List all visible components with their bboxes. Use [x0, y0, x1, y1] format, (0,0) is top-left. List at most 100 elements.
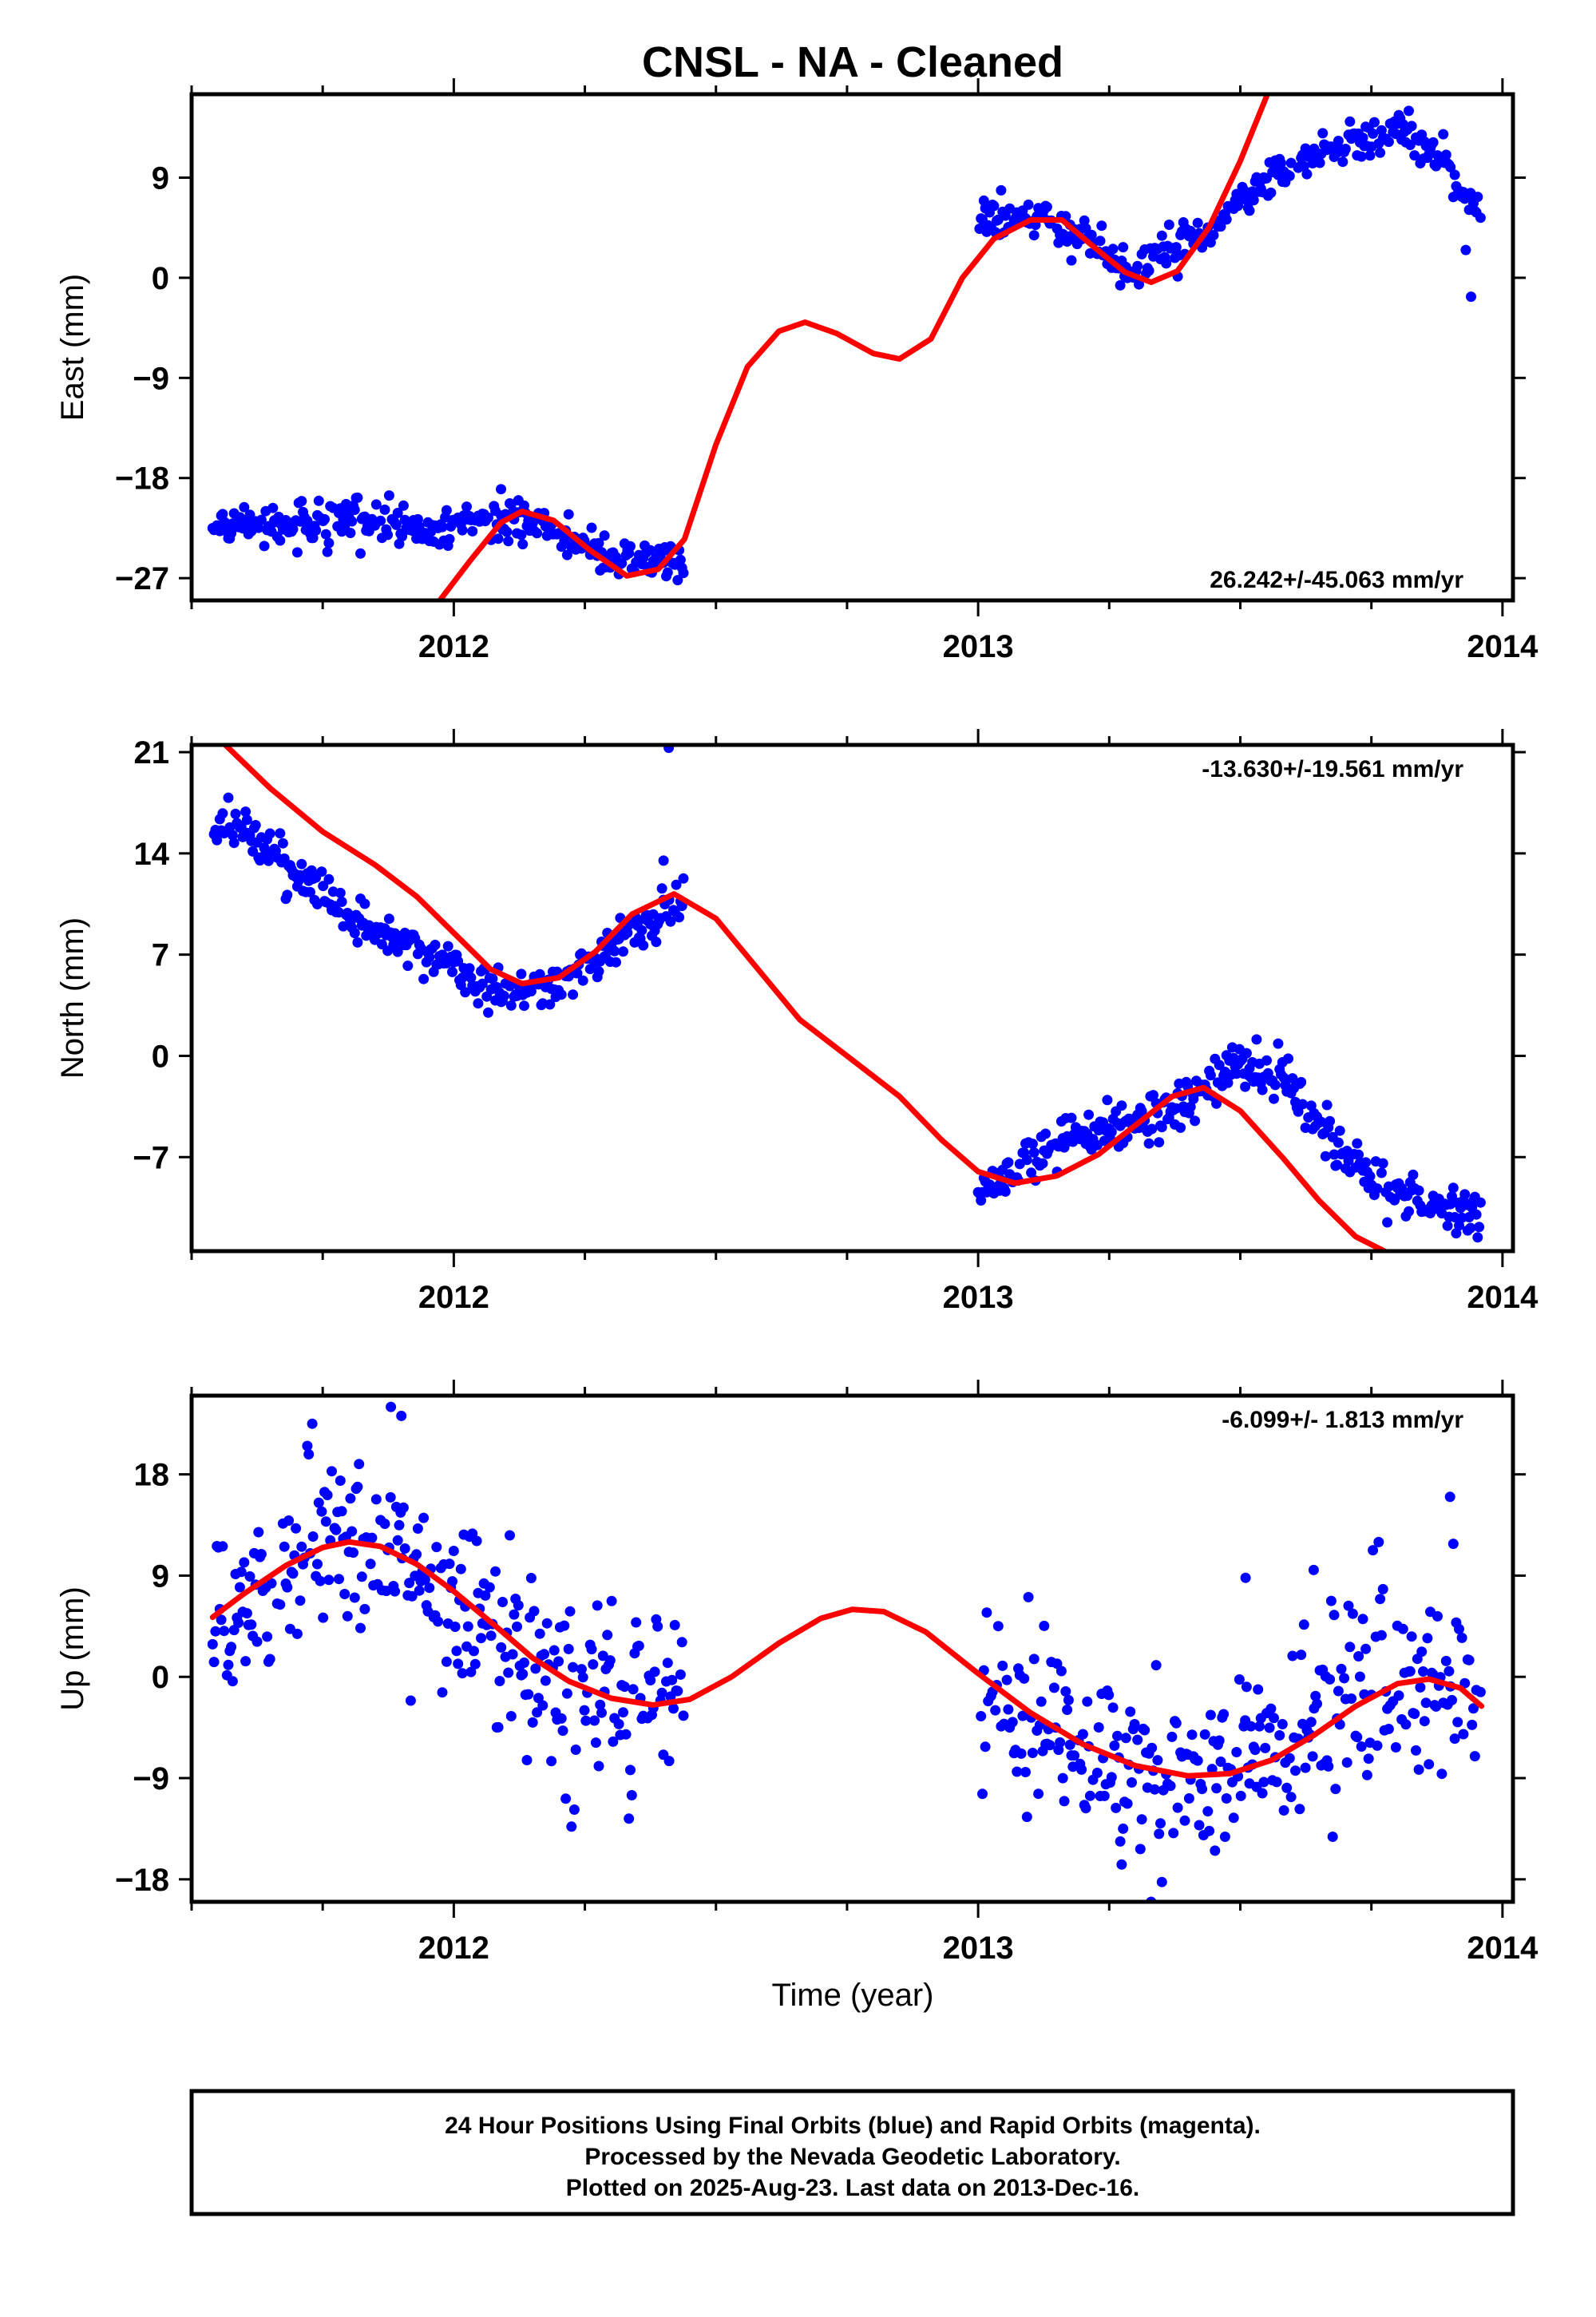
data-point: [1241, 1681, 1252, 1693]
data-point: [570, 1745, 581, 1755]
data-point: [1278, 1805, 1289, 1816]
data-point: [563, 509, 574, 520]
data-point: [424, 1582, 435, 1594]
data-point: [322, 546, 333, 557]
data-point: [534, 968, 545, 980]
data-point: [561, 1688, 572, 1699]
data-point: [1152, 1755, 1163, 1766]
data-point: [1231, 1068, 1242, 1079]
data-point: [1063, 1694, 1074, 1705]
data-point: [282, 889, 293, 901]
data-point: [563, 1643, 574, 1654]
data-point: [1356, 151, 1367, 162]
data-point: [244, 1571, 255, 1582]
data-point: [485, 1630, 497, 1642]
data-point: [1377, 1158, 1388, 1169]
data-point: [277, 838, 288, 849]
data-point: [1033, 1788, 1044, 1800]
data-point: [1257, 1788, 1268, 1799]
data-point: [316, 1506, 327, 1517]
north-rate-annotation: -13.630+/-19.561 mm/yr: [1202, 756, 1463, 782]
data-point: [1041, 201, 1052, 212]
x-tick-label: 2013: [943, 629, 1014, 664]
data-point: [487, 973, 498, 984]
data-point: [233, 1618, 244, 1628]
data-point: [1353, 1149, 1364, 1160]
data-point: [586, 1644, 597, 1655]
data-point: [1333, 136, 1344, 146]
data-point: [590, 1737, 601, 1749]
data-point-outlier: [496, 484, 506, 495]
data-point: [1091, 1768, 1103, 1778]
north-panel: −7 0 7 14 21 2012 2013 2014 North (mm) -13.630+/-…: [55, 729, 1539, 1315]
data-point: [616, 558, 628, 568]
up-points: [207, 1401, 1486, 1902]
data-point: [1376, 1167, 1387, 1178]
data-point: [559, 1620, 570, 1631]
data-point: [477, 978, 488, 989]
data-point: [441, 1656, 452, 1667]
data-point: [339, 1589, 350, 1599]
data-point: [1028, 1147, 1040, 1158]
data-point-outlier: [1240, 1572, 1251, 1583]
data-point: [331, 1524, 342, 1535]
data-point: [505, 1711, 517, 1721]
data-point: [335, 887, 346, 898]
data-point: [1136, 1814, 1147, 1825]
data-point: [625, 1764, 636, 1776]
data-point: [1059, 1796, 1070, 1807]
data-point: [483, 1007, 493, 1018]
data-point-outlier: [1460, 244, 1471, 255]
data-point: [1390, 1742, 1401, 1753]
data-point: [527, 1717, 538, 1728]
data-point: [1409, 150, 1420, 161]
data-point: [1027, 1139, 1038, 1150]
data-point: [1149, 1784, 1160, 1795]
data-point: [1424, 1759, 1435, 1770]
data-point: [291, 1523, 302, 1534]
data-point: [431, 1542, 442, 1553]
data-point: [1139, 1725, 1150, 1736]
data-point: [296, 496, 307, 507]
data-point: [473, 998, 484, 1009]
data-point: [516, 529, 527, 541]
data-point: [493, 533, 504, 545]
data-point: [437, 1687, 448, 1698]
chart-title: CNSL - NA - Cleaned: [642, 38, 1063, 86]
data-point: [379, 1519, 390, 1529]
data-point: [217, 509, 228, 520]
data-point: [1132, 1734, 1143, 1745]
data-point: [1192, 217, 1203, 228]
data-point: [291, 1628, 303, 1639]
data-point: [255, 1549, 267, 1559]
data-point: [444, 1559, 455, 1570]
data-point: [1080, 1803, 1091, 1814]
data-point: [1467, 1719, 1478, 1730]
data-point: [678, 1710, 689, 1721]
data-point: [320, 1516, 331, 1527]
data-point: [217, 808, 228, 819]
data-point: [1456, 1632, 1467, 1643]
data-point: [323, 873, 335, 885]
data-point: [1012, 1766, 1023, 1777]
data-point: [672, 575, 683, 586]
data-point: [398, 1502, 409, 1513]
data-point: [1343, 1600, 1354, 1611]
data-point-outlier: [1444, 1491, 1455, 1503]
y-tick-label: −27: [115, 561, 169, 596]
x-tick-label: 2014: [1467, 1931, 1539, 1966]
data-point: [264, 1654, 275, 1665]
y-tick-label: 9: [152, 161, 169, 196]
data-point: [1346, 1693, 1357, 1704]
data-point: [262, 1631, 273, 1642]
data-point: [675, 1669, 686, 1680]
data-point: [1165, 1780, 1176, 1792]
y-tick-label: 0: [152, 1039, 169, 1074]
data-point: [566, 1821, 577, 1832]
data-point: [305, 886, 315, 897]
data-point: [1472, 1232, 1483, 1243]
data-point: [1023, 1591, 1034, 1602]
data-point: [990, 1705, 1001, 1716]
data-point: [1442, 1220, 1453, 1231]
data-point: [589, 1715, 600, 1726]
